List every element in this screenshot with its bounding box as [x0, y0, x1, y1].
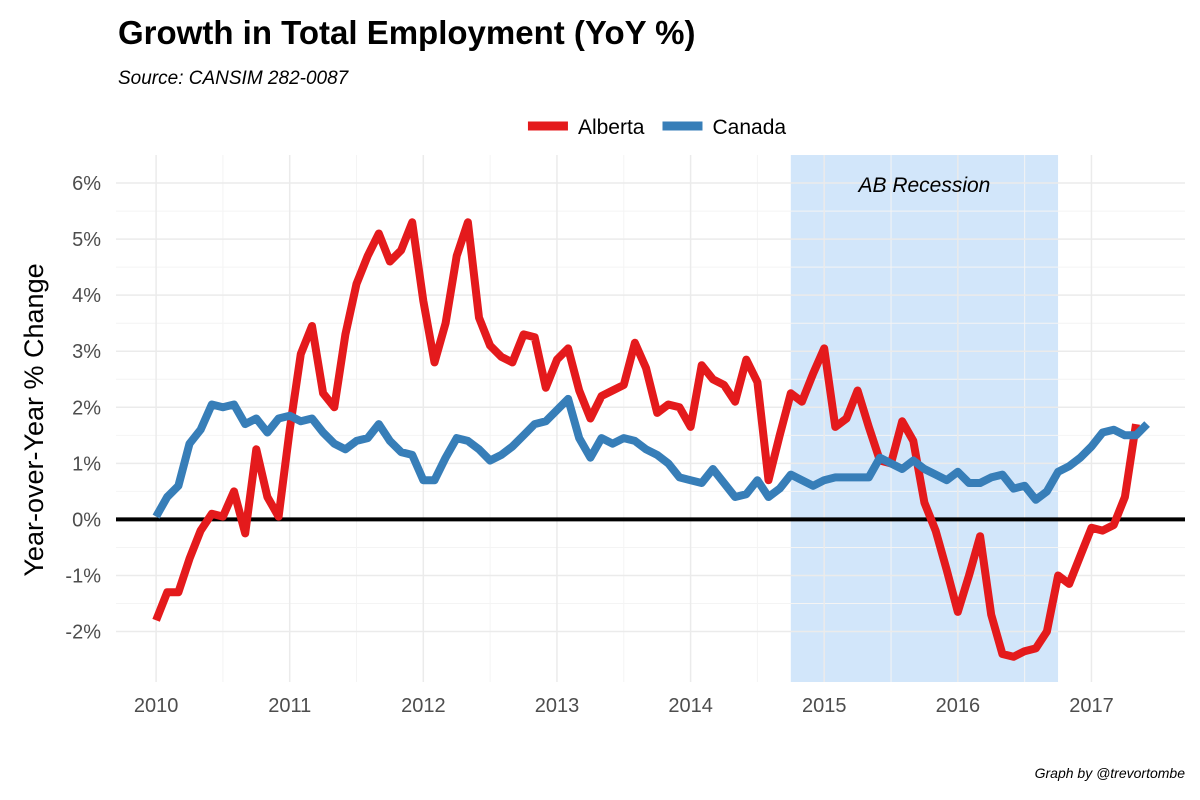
y-tick-label: 6%	[72, 173, 101, 195]
chart-subtitle: Source: CANSIM 282-0087	[118, 68, 350, 89]
chart-caption: Graph by @trevortombe	[1035, 765, 1186, 781]
x-tick-label: 2017	[1069, 695, 1114, 717]
series-line-alberta	[152, 218, 1140, 661]
y-tick-label: 0%	[72, 509, 101, 531]
plot-area: -2% -1% 0% 1% 2% 3% 4% 5% 6% 2010 2011 2012 2013 2014…	[65, 155, 1185, 717]
x-tick-label: 2011	[268, 695, 311, 717]
x-tick-label: 2013	[535, 695, 580, 717]
x-tick-label: 2015	[802, 695, 847, 717]
y-tick-label: 1%	[72, 453, 101, 475]
series-line-canada	[152, 394, 1150, 519]
recession-label: AB Recession	[856, 174, 990, 197]
chart-text: Growth in Total Employment (YoY %) Sourc…	[19, 14, 1185, 781]
legend-label-alberta: Alberta	[578, 116, 645, 139]
x-tick-label: 2010	[134, 695, 179, 717]
x-tick-label: 2012	[401, 695, 446, 717]
chart-title: Growth in Total Employment (YoY %)	[118, 14, 696, 51]
legend: Alberta Canada	[527, 116, 786, 139]
y-tick-label: 4%	[72, 285, 101, 307]
y-axis-label: Year-over-Year % Change	[19, 263, 49, 576]
legend-label-canada: Canada	[712, 116, 786, 139]
y-tick-label: 5%	[72, 229, 101, 251]
y-tick-label: -1%	[65, 565, 101, 587]
y-tick-label: 3%	[72, 341, 101, 363]
x-tick-label: 2014	[668, 695, 713, 717]
y-tick-label: 2%	[72, 397, 101, 419]
x-tick-label: 2016	[936, 695, 981, 717]
y-tick-label: -2%	[65, 622, 101, 644]
